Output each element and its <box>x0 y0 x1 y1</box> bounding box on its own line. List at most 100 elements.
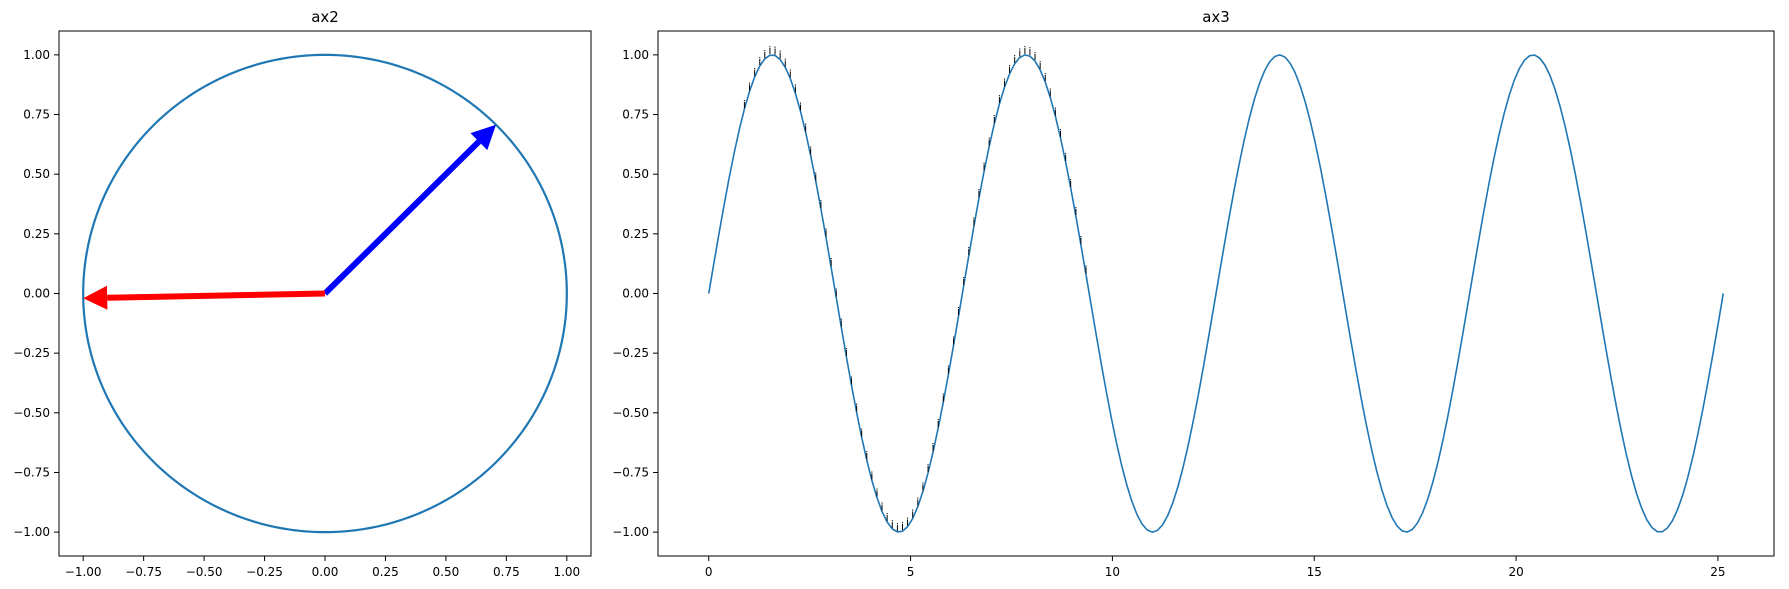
y-tick-label: −0.25 <box>13 346 50 360</box>
point-annotation: i <box>1054 105 1057 118</box>
point-annotation: i <box>942 391 945 404</box>
ax3-x-axis: 0 5 10 15 20 25 <box>705 556 1726 579</box>
point-annotation: i <box>1084 264 1087 277</box>
ax2-title: ax2 <box>311 8 339 26</box>
y-tick-label: 1.00 <box>23 48 50 62</box>
x-tick-label: −0.25 <box>246 565 283 579</box>
point-annotation: i <box>972 215 975 228</box>
arrow-shaft <box>322 139 481 296</box>
point-annotation: i <box>952 335 955 348</box>
point-annotation: i <box>1023 44 1026 57</box>
point-annotation: i <box>881 501 884 514</box>
y-tick-label: −0.50 <box>13 406 50 420</box>
y-tick-label: 0.75 <box>23 108 50 122</box>
y-tick-label: 1.00 <box>622 48 649 62</box>
arrow-head <box>83 285 108 310</box>
ax2-series <box>82 53 568 534</box>
point-annotation: i <box>916 496 919 509</box>
y-tick-label: 0.00 <box>23 287 50 301</box>
point-annotation: i <box>1018 47 1021 60</box>
point-annotation: i <box>957 305 960 318</box>
y-tick-label: −0.75 <box>13 465 50 479</box>
point-annotation: i <box>840 316 843 329</box>
ax3-panel: ax3 1.00 0.75 0.50 0.25 0.00 −0.25 −0.50 −0.75 −… <box>612 8 1775 579</box>
point-annotation: i <box>901 520 904 533</box>
point-annotation: i <box>911 508 914 521</box>
x-tick-label: 10 <box>1105 565 1120 579</box>
y-tick-label: −1.00 <box>612 525 649 539</box>
point-annotation: i <box>947 364 950 377</box>
point-annotation: i <box>932 441 935 454</box>
point-annotation: i <box>1003 76 1006 89</box>
x-tick-label: 1.00 <box>553 565 580 579</box>
point-annotation: i <box>763 48 766 61</box>
point-annotation: i <box>748 80 751 93</box>
point-annotation: i <box>1064 151 1067 164</box>
point-annotation: i <box>855 401 858 414</box>
ax3-y-axis: 1.00 0.75 0.50 0.25 0.00 −0.25 −0.50 −0.75 −1.00 <box>612 48 658 539</box>
point-annotation: i <box>896 521 899 534</box>
point-annotation: i <box>779 48 782 61</box>
point-annotation: i <box>886 511 889 524</box>
x-tick-label: 20 <box>1508 565 1523 579</box>
point-annotation: i <box>1049 87 1052 100</box>
y-tick-label: 0.25 <box>622 227 649 241</box>
x-tick-label: 0.00 <box>312 565 339 579</box>
point-annotation: i <box>845 346 848 359</box>
point-annotation: i <box>870 469 873 482</box>
point-annotation: i <box>1039 59 1042 72</box>
point-annotation: i <box>926 462 929 475</box>
point-annotation: i <box>819 198 822 211</box>
x-tick-label: 25 <box>1710 565 1725 579</box>
point-annotation: i <box>1008 63 1011 76</box>
x-tick-label: −1.00 <box>65 565 102 579</box>
x-tick-label: 0.25 <box>372 565 399 579</box>
point-annotation: i <box>983 160 986 173</box>
point-annotation: i <box>784 56 787 69</box>
point-annotation: i <box>809 145 812 158</box>
point-annotation: i <box>865 449 868 462</box>
point-annotation: i <box>937 417 940 430</box>
x-tick-label: −0.75 <box>125 565 162 579</box>
point-annotation: i <box>814 170 817 183</box>
x-tick-label: 15 <box>1307 565 1322 579</box>
point-annotation: i <box>824 227 827 240</box>
y-tick-label: −1.00 <box>13 525 50 539</box>
point-annotation: i <box>753 66 756 79</box>
point-annotation: i <box>830 256 833 269</box>
point-annotation: i <box>1044 71 1047 84</box>
ax3-series <box>707 54 1725 533</box>
point-annotation: i <box>1013 53 1016 66</box>
y-tick-label: −0.25 <box>612 346 649 360</box>
point-annotation: i <box>1074 205 1077 218</box>
sine-line <box>707 54 1725 533</box>
x-tick-label: 0.50 <box>433 565 460 579</box>
point-annotation: i <box>998 93 1001 106</box>
point-annotation: i <box>993 113 996 126</box>
point-annotation: i <box>967 245 970 258</box>
point-annotation: i <box>875 487 878 500</box>
y-tick-label: 0.50 <box>23 167 50 181</box>
x-tick-label: 5 <box>907 565 915 579</box>
point-annotation: i <box>1059 127 1062 140</box>
point-annotation: i <box>1069 177 1072 190</box>
y-tick-label: 0.25 <box>23 227 50 241</box>
point-annotation: i <box>758 55 761 68</box>
y-tick-label: 0.50 <box>622 167 649 181</box>
y-tick-label: 0.75 <box>622 108 649 122</box>
x-tick-label: 0.75 <box>493 565 520 579</box>
point-annotation: i <box>1034 50 1037 63</box>
point-annotation: i <box>804 121 807 134</box>
point-annotation: i <box>743 98 746 111</box>
x-tick-label: 0 <box>705 565 713 579</box>
ax3-title: ax3 <box>1202 8 1230 26</box>
point-annotation: i <box>906 516 909 529</box>
x-tick-label: −0.50 <box>186 565 223 579</box>
point-annotation: i <box>773 44 776 57</box>
point-annotation: i <box>799 100 802 113</box>
y-tick-label: −0.50 <box>612 406 649 420</box>
point-annotation: i <box>988 135 991 148</box>
point-annotation: i <box>850 374 853 387</box>
